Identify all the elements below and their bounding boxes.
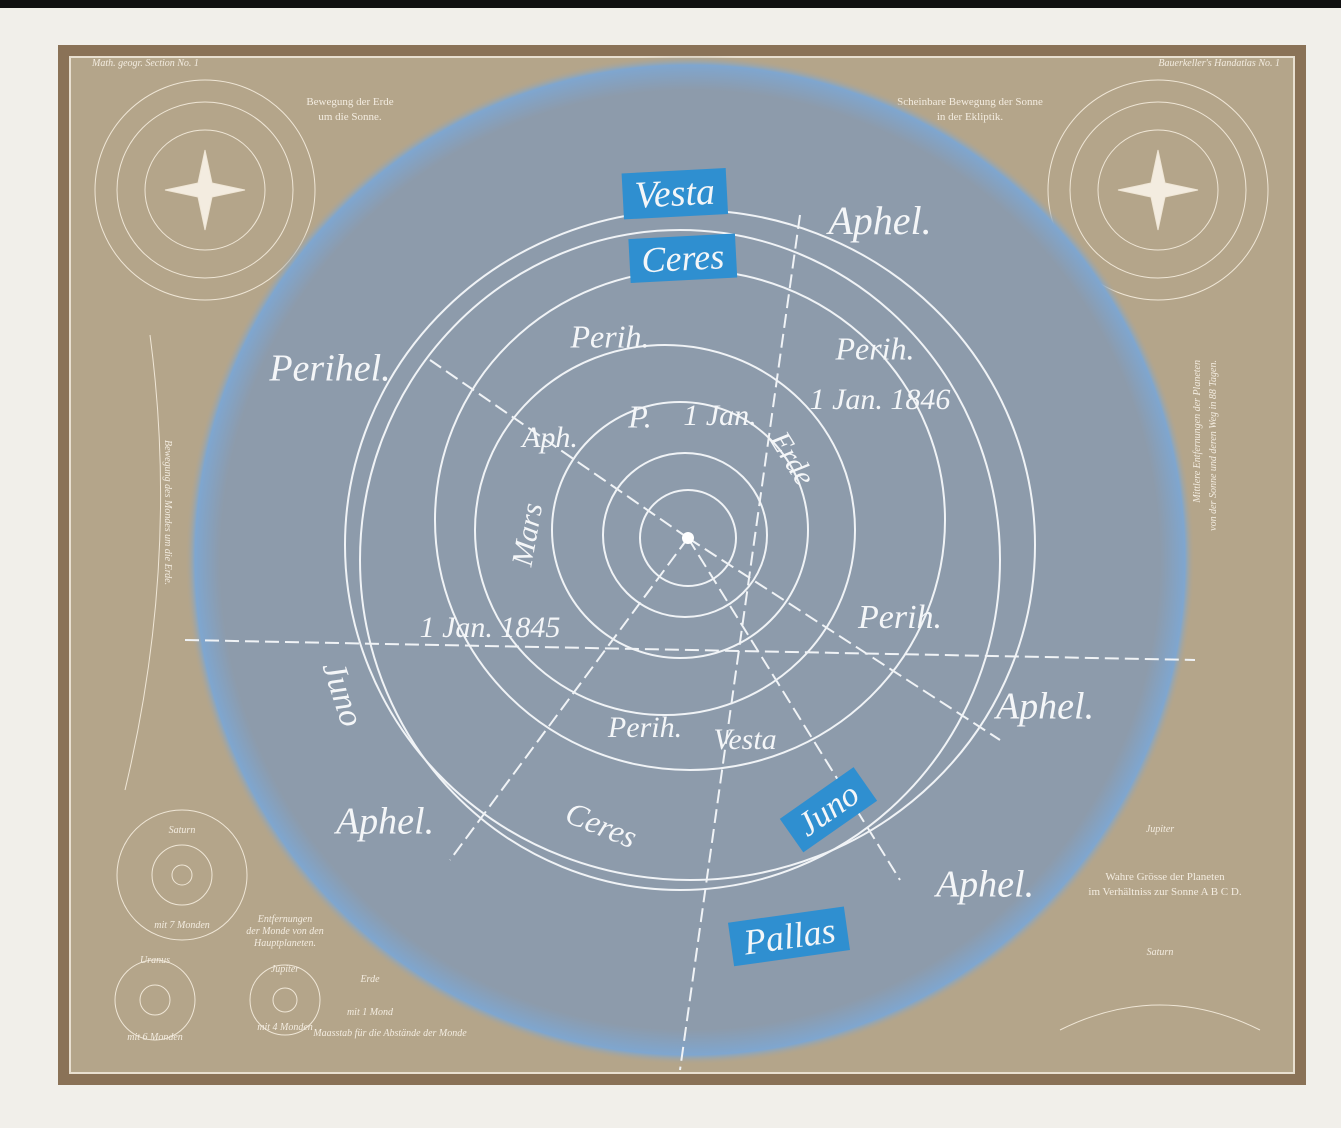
right-title: Scheinbare Bewegung der Sonne (897, 96, 1043, 108)
left-title: Bewegung der Erde (306, 96, 393, 108)
right-compass (1047, 79, 1269, 301)
label-group: Aphel. (993, 686, 1094, 728)
orbit-label: Ceres (640, 236, 725, 280)
orbit-label: Aphel. (825, 198, 931, 243)
apsis-lines (184, 214, 1196, 1071)
orbit-label: 1 Jan. 1845 (420, 611, 561, 644)
label-group: Vesta (621, 168, 729, 220)
orbit-label: 1 Jan. (683, 399, 756, 432)
inset-label: Jupiter (1146, 824, 1174, 835)
label-group: Perih. (607, 711, 682, 744)
label-group: Aph. (520, 421, 578, 454)
inset-label: mit 1 Mond (347, 1007, 394, 1018)
distances-1: Mittlere Entfernungen der Planeten (1192, 360, 1203, 504)
moons-title: Entfernungen (257, 914, 312, 925)
inset-label: Erde (359, 974, 380, 985)
orbit-label: Aphel. (333, 801, 434, 843)
label-group: Pallas (727, 906, 850, 967)
moons-title: der Monde von den (246, 926, 323, 937)
scale-label: Maasstab für die Abstände der Monde (312, 1028, 467, 1039)
sun (682, 532, 694, 544)
inset-label: mit 7 Monden (154, 920, 210, 931)
label-group: Ceres (628, 233, 738, 284)
label-group: 1 Jan. 1846 (810, 383, 951, 416)
orbit-label: P. (627, 398, 651, 434)
label-group: 1 Jan. (683, 399, 756, 432)
label-group: Vesta (713, 723, 776, 756)
inset-label: mit 4 Monden (257, 1022, 313, 1033)
orbit-label: Aphel. (933, 864, 1034, 906)
highlight (621, 168, 729, 220)
orbit-label: Aphel. (993, 686, 1094, 728)
label-group: Aphel. (333, 801, 434, 843)
orbit-label: Perih. (834, 330, 914, 366)
orbit-label: 1 Jan. 1846 (810, 383, 951, 416)
sizes-title: im Verhältniss zur Sonne A B C D. (1088, 886, 1241, 898)
left-title: um die Sonne. (318, 111, 381, 123)
orbit-label: Perih. (857, 599, 942, 636)
sizes-title: Wahre Grösse der Planeten (1105, 871, 1225, 883)
sky-disc (185, 55, 1195, 1065)
orbit-label: Perihel. (268, 348, 390, 390)
orbit-label: Aph. (520, 421, 578, 454)
moon-title: Bewegung des Mondes um die Erde. (162, 440, 173, 585)
inset-label: Saturn (1147, 947, 1174, 958)
moons-title: Hauptplaneten. (253, 938, 316, 949)
orbit-label: Vesta (634, 171, 716, 217)
label-group: 1 Jan. 1845 (420, 611, 561, 644)
header-right: Bauerkeller's Handatlas No. 1 (1158, 58, 1280, 69)
label-group: P. (627, 398, 651, 434)
left-compass (94, 79, 316, 301)
label-group: Aphel. (825, 198, 931, 243)
label-group: Perih. (834, 330, 914, 366)
orbit-label: Perih. (569, 318, 649, 354)
label-group: Perih. (569, 318, 649, 354)
distances-2: von der Sonne und deren Weg in 88 Tagen. (1208, 360, 1219, 531)
header-left: Math. geogr. Section No. 1 (91, 58, 199, 69)
inset-label: Saturn (169, 825, 196, 836)
orbit-label: Perih. (607, 711, 682, 744)
inset-label: Uranus (140, 955, 170, 966)
highlight (779, 767, 878, 853)
label-group: Aphel. (933, 864, 1034, 906)
orbit-label: Vesta (713, 723, 776, 756)
highlight (727, 906, 850, 967)
moon-insets (114, 334, 1261, 1041)
label-group: Perihel. (268, 348, 390, 390)
inset-label: Jupiter (271, 964, 299, 975)
inset-label: mit 6 Monden (127, 1032, 183, 1043)
right-title: in der Ekliptik. (937, 111, 1004, 123)
label-group: Perih. (857, 599, 942, 636)
top-edge (0, 0, 1341, 8)
highlight (628, 233, 738, 284)
